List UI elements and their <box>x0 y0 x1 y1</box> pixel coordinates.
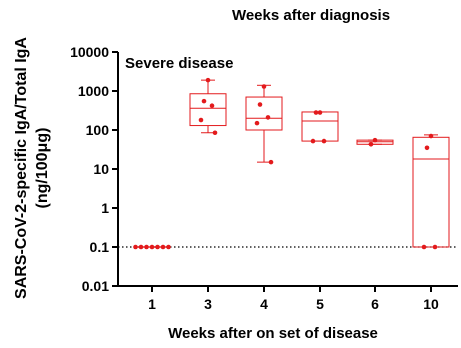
y-tick-label: 1000 <box>78 83 109 99</box>
y-axis-label-line1: SARS-CoV-2-specific IgA/Total IgA <box>13 37 30 299</box>
x-tick-label: 1 <box>148 296 156 312</box>
data-point <box>149 244 155 250</box>
box-week-4 <box>245 84 283 163</box>
data-point <box>317 110 323 115</box>
box-week-3 <box>189 79 227 134</box>
data-point <box>421 244 427 250</box>
y-tick-label: 10000 <box>70 44 109 60</box>
data-point <box>310 138 316 144</box>
data-point <box>212 130 218 136</box>
y-tick-label: 100 <box>86 122 110 138</box>
data-point <box>160 244 166 250</box>
data-point <box>257 102 263 107</box>
data-point <box>209 103 215 108</box>
data-point <box>198 117 204 123</box>
data-point <box>268 159 274 165</box>
box-iqr <box>412 136 450 248</box>
data-point <box>155 244 160 250</box>
data-point <box>166 244 171 250</box>
data-point <box>428 133 434 139</box>
box-week-5 <box>301 111 339 142</box>
data-point <box>138 244 144 250</box>
data-point <box>321 138 327 144</box>
boxes <box>134 79 450 248</box>
x-tick-label: 4 <box>260 296 268 312</box>
data-point <box>205 77 211 83</box>
data-point <box>144 244 149 250</box>
data-point <box>432 244 438 250</box>
data-point <box>201 98 207 104</box>
data-point <box>133 244 138 250</box>
y-tick-label: 0.01 <box>82 278 109 294</box>
data-point <box>313 110 319 115</box>
data-points <box>133 77 438 250</box>
x-axis-label: Weeks after on set of disease <box>168 325 378 342</box>
x-tick-label: 10 <box>423 296 439 312</box>
data-point <box>265 115 271 120</box>
data-point <box>254 120 260 126</box>
y-tick-label: 10 <box>93 161 109 177</box>
axes: 0.01 0.1 1 10 100 1000 10000 1 3 4 5 6 10 <box>70 44 458 312</box>
y-axis-label-line2: (ng/100μg) <box>34 128 51 209</box>
box-iqr <box>189 93 227 127</box>
x-tick-label: 6 <box>371 296 379 312</box>
data-point <box>368 141 374 147</box>
y-tick-label: 0.1 <box>90 239 110 255</box>
x-tick-label: 5 <box>316 296 324 312</box>
data-point <box>424 145 430 151</box>
box-iqr <box>301 111 339 142</box>
box-week-10 <box>412 134 450 248</box>
chart-title: Weeks after diagnosis <box>232 7 390 24</box>
y-tick-label: 1 <box>101 200 109 216</box>
data-point <box>372 137 378 143</box>
x-tick-label: 3 <box>204 296 212 312</box>
box-iqr <box>245 96 283 131</box>
annotation-severe-disease: Severe disease <box>125 55 233 72</box>
data-point <box>261 84 267 89</box>
